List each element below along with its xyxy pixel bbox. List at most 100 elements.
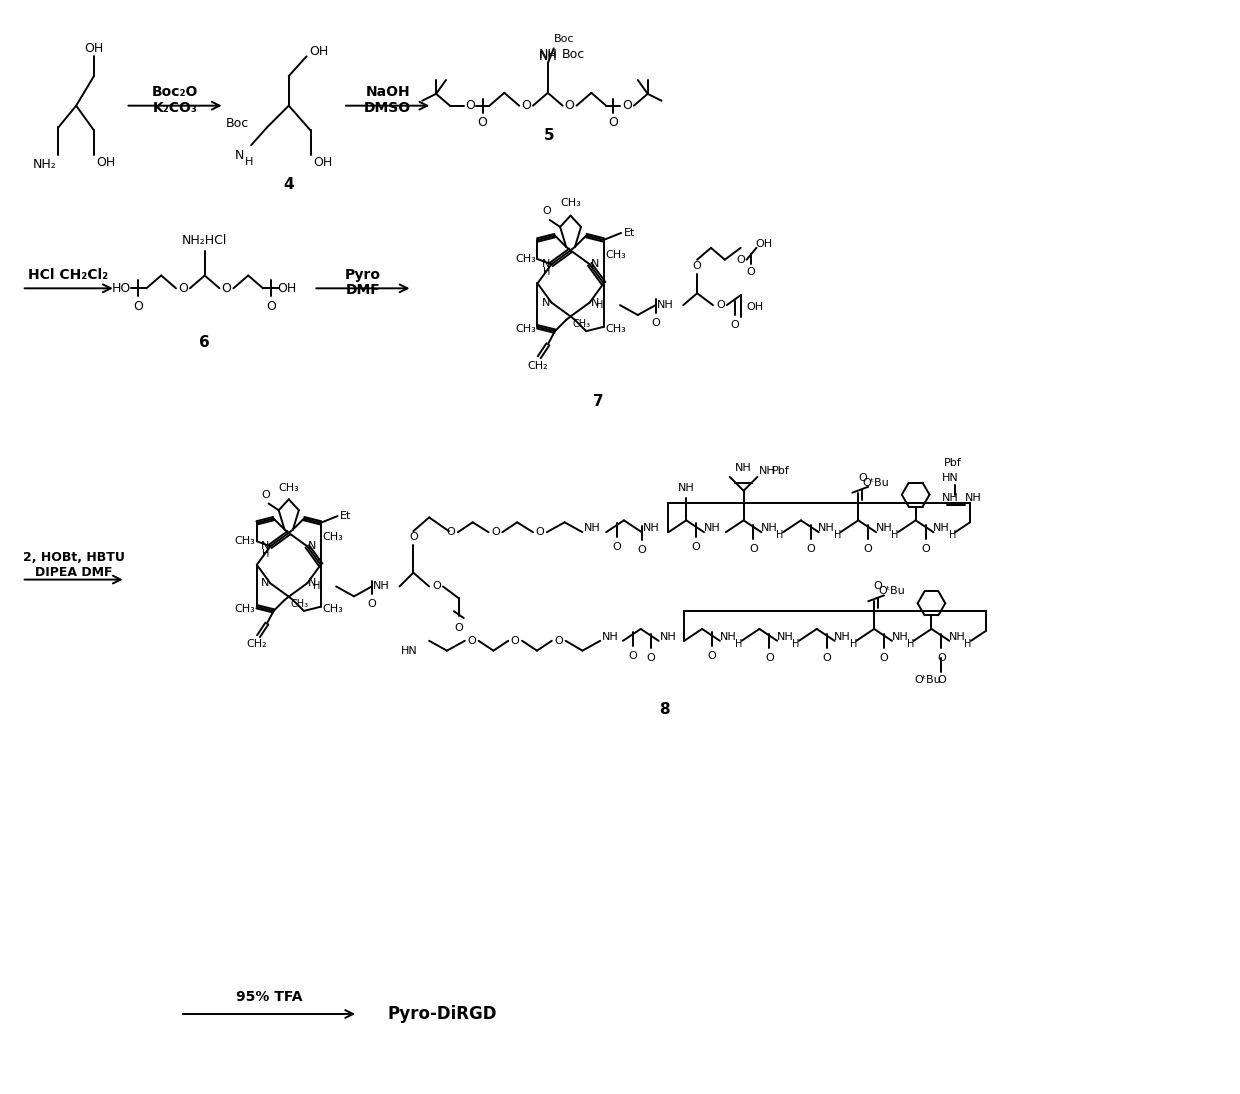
Text: O: O (454, 622, 464, 633)
Text: Boc: Boc (554, 34, 574, 44)
Text: O: O (692, 542, 701, 552)
Text: OH: OH (746, 302, 763, 312)
Text: O: O (637, 545, 646, 555)
Text: O: O (564, 100, 574, 113)
Text: NH: NH (818, 523, 835, 533)
Text: H: H (246, 156, 253, 167)
Text: OH: OH (97, 156, 115, 170)
Text: O: O (608, 116, 618, 129)
Text: O: O (937, 653, 946, 663)
Text: O: O (446, 527, 455, 537)
Text: H: H (596, 301, 604, 311)
Text: OᵗBu: OᵗBu (879, 586, 905, 596)
Text: O: O (477, 116, 487, 129)
Text: H: H (965, 639, 972, 649)
Text: 7: 7 (593, 394, 604, 409)
Text: H: H (892, 531, 899, 540)
Text: OᵗBu: OᵗBu (914, 675, 941, 685)
Text: N: N (590, 298, 599, 307)
Text: NH: NH (759, 466, 776, 476)
Text: N: N (234, 149, 244, 162)
Text: NH: NH (875, 523, 893, 533)
Text: H: H (849, 639, 857, 649)
Text: CH₃: CH₃ (605, 325, 626, 335)
Text: O: O (864, 544, 873, 554)
Text: NaOH: NaOH (366, 85, 410, 98)
Text: O: O (937, 675, 946, 685)
Text: N: N (308, 542, 316, 551)
Text: N: N (590, 259, 599, 269)
Text: 2, HOBt, HBTU: 2, HOBt, HBTU (24, 551, 125, 565)
Text: 5: 5 (543, 128, 554, 143)
Text: NH: NH (373, 582, 391, 592)
Text: H: H (735, 639, 743, 649)
Text: O: O (765, 653, 774, 663)
Text: O: O (646, 653, 655, 663)
Text: NH: NH (776, 632, 794, 642)
Text: OH: OH (278, 282, 296, 294)
Text: O: O (409, 532, 418, 543)
Text: H: H (906, 639, 914, 649)
Text: NH: NH (538, 50, 557, 62)
Text: O: O (433, 582, 441, 592)
Text: NH: NH (942, 492, 959, 502)
Text: CH₃: CH₃ (322, 532, 342, 543)
Text: O: O (693, 260, 702, 270)
Text: 4: 4 (284, 177, 294, 193)
Text: O: O (806, 544, 815, 554)
Text: O: O (491, 527, 500, 537)
Text: 6: 6 (200, 335, 210, 350)
Text: O: O (179, 282, 188, 294)
Text: NH: NH (538, 48, 557, 61)
Text: O: O (465, 100, 475, 113)
Text: O: O (879, 653, 888, 663)
Text: O: O (737, 255, 745, 265)
Text: 8: 8 (660, 702, 670, 718)
Text: CH₃: CH₃ (322, 604, 342, 614)
Text: O: O (622, 100, 632, 113)
Text: O: O (746, 267, 755, 277)
Text: O: O (708, 651, 717, 661)
Text: CH₃: CH₃ (234, 536, 255, 546)
Text: K₂CO₃: K₂CO₃ (153, 101, 197, 115)
Text: NH: NH (965, 492, 981, 502)
Text: O: O (651, 318, 660, 328)
Text: H: H (314, 581, 321, 591)
Text: H: H (543, 267, 551, 277)
Text: OᵗBu: OᵗBu (863, 478, 889, 488)
Text: NH: NH (892, 632, 908, 642)
Text: CH₃: CH₃ (290, 600, 309, 609)
Text: CH₂: CH₂ (247, 640, 267, 650)
Text: CH₂: CH₂ (527, 361, 548, 371)
Text: CH₃: CH₃ (515, 254, 536, 264)
Text: O: O (730, 319, 739, 330)
Text: CH₃: CH₃ (605, 249, 626, 259)
Text: H: H (262, 549, 269, 559)
Text: H: H (792, 639, 800, 649)
Text: O: O (262, 490, 270, 500)
Text: Boc₂O: Boc₂O (151, 85, 198, 98)
Text: N: N (542, 298, 551, 307)
Text: O: O (554, 636, 563, 645)
Text: O: O (822, 653, 831, 663)
Text: O: O (717, 300, 725, 310)
Text: O: O (613, 542, 621, 552)
Text: O: O (921, 544, 930, 554)
Text: Boc: Boc (562, 48, 585, 61)
Text: NH: NH (735, 463, 751, 473)
Text: NH: NH (601, 632, 619, 642)
Text: O: O (858, 473, 867, 482)
Text: HCl CH₂Cl₂: HCl CH₂Cl₂ (29, 268, 108, 281)
Text: DMF: DMF (346, 283, 381, 298)
Text: NH: NH (719, 632, 737, 642)
Text: 95% TFA: 95% TFA (236, 990, 303, 1004)
Text: NH: NH (932, 523, 950, 533)
Text: CH₃: CH₃ (278, 482, 299, 492)
Text: NH₂HCl: NH₂HCl (182, 234, 227, 247)
Text: NH₂: NH₂ (32, 159, 56, 172)
Text: CH₃: CH₃ (515, 325, 536, 335)
Text: O: O (467, 636, 476, 645)
Text: O: O (536, 527, 544, 537)
Text: CH₃: CH₃ (234, 604, 255, 614)
Text: CH₃: CH₃ (560, 198, 580, 209)
